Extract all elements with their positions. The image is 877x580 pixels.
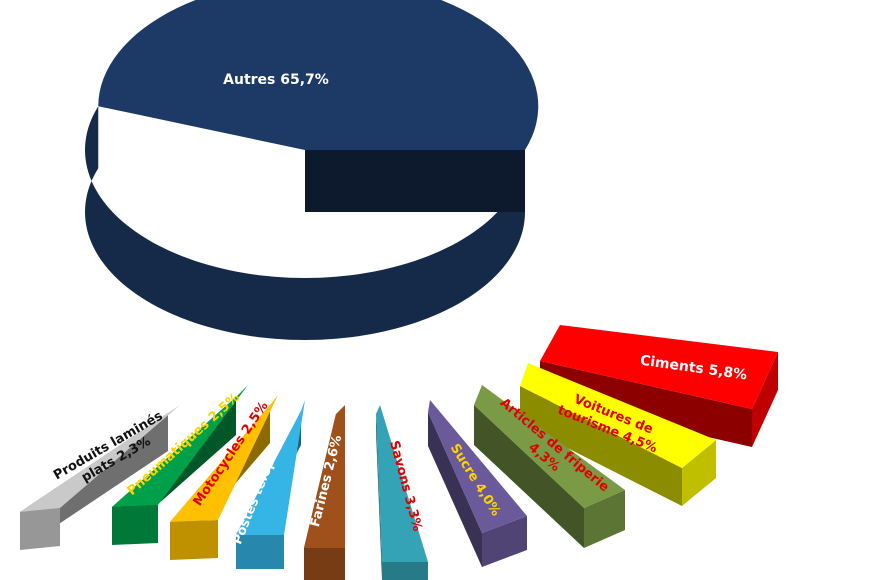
slice-savons: Savons 3,3% — [376, 405, 428, 580]
slice-top — [428, 400, 527, 533]
slice-side-face — [682, 440, 716, 506]
slice-front-face — [474, 405, 584, 548]
slice-top — [520, 363, 716, 468]
slice-top — [540, 325, 778, 409]
slice-side-face — [752, 352, 778, 447]
slice-side-face — [304, 548, 345, 580]
slice-top — [98, 0, 539, 150]
slice-top — [376, 405, 428, 562]
slice-side-face — [20, 508, 60, 550]
slice-top — [304, 405, 345, 548]
slice-side-face — [382, 562, 428, 580]
slice-cut-face — [305, 150, 525, 212]
slice-side-face — [584, 490, 625, 548]
slice-autres: Autres 65,7% — [85, 0, 539, 340]
slice-ciments: Ciments 5,8% — [540, 325, 778, 447]
slice-top — [20, 405, 180, 512]
slice-label-autres: Autres 65,7% — [223, 72, 329, 88]
slice-front-face — [376, 414, 382, 580]
slice-side-face — [112, 505, 158, 545]
slice-side-face — [170, 520, 218, 560]
slice-front-face — [428, 412, 482, 567]
slice-sucre: Sucre 4,0% — [428, 400, 527, 567]
slice-articles-de-friperie: Articles de friperie4,3% — [474, 385, 625, 548]
slice-front-face — [540, 361, 752, 447]
slice-side-wall — [85, 106, 525, 340]
slice-top — [474, 385, 625, 508]
slice-front-face — [520, 386, 682, 506]
slice-side-face — [236, 535, 284, 569]
slice-top — [170, 395, 278, 522]
slice-farines: Farines 2,6% — [304, 405, 345, 580]
slice-top — [236, 400, 305, 535]
